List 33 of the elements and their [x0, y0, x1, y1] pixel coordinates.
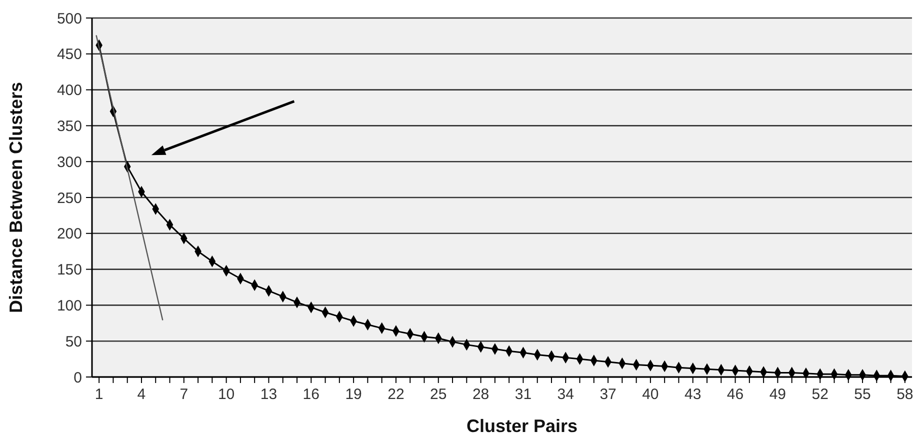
x-tick-label: 7: [180, 386, 188, 403]
x-tick-label: 16: [302, 386, 320, 403]
x-tick-label: 37: [600, 386, 616, 403]
y-tick-label: 450: [56, 46, 82, 64]
y-tick-label: 100: [56, 297, 82, 314]
y-tick-label: 50: [65, 333, 82, 350]
y-tick-label: 0: [74, 369, 82, 386]
x-tick-label: 58: [896, 386, 914, 403]
x-tick-label: 34: [557, 386, 574, 403]
x-tick-label: 19: [345, 386, 362, 403]
x-tick-label: 40: [642, 386, 659, 403]
y-tick-label: 250: [56, 190, 82, 207]
x-tick-label: 55: [854, 386, 871, 403]
y-tick-label: 500: [56, 10, 82, 28]
y-tick-label: 350: [56, 118, 82, 135]
x-tick-label: 1: [94, 386, 104, 403]
x-tick-label: 52: [812, 386, 828, 403]
x-tick-label: 49: [769, 386, 786, 403]
x-tick-label: 22: [388, 386, 404, 403]
y-tick-label: 300: [56, 154, 82, 171]
x-tick-label: 4: [137, 386, 146, 403]
x-tick-label: 25: [430, 386, 447, 403]
y-tick-label: 400: [56, 82, 82, 100]
x-tick-label: 13: [260, 386, 278, 403]
x-tick-label: 28: [472, 386, 490, 403]
x-tick-label: 43: [684, 386, 702, 403]
x-tick-label: 31: [514, 386, 532, 403]
y-tick-label: 200: [56, 226, 82, 243]
x-tick-label: 10: [218, 386, 235, 403]
x-tick-label: 46: [726, 386, 744, 403]
y-tick-label: 150: [56, 262, 82, 279]
y-axis-title: Distance Between Clusters: [6, 82, 26, 314]
x-axis-title: Cluster Pairs: [466, 416, 578, 436]
